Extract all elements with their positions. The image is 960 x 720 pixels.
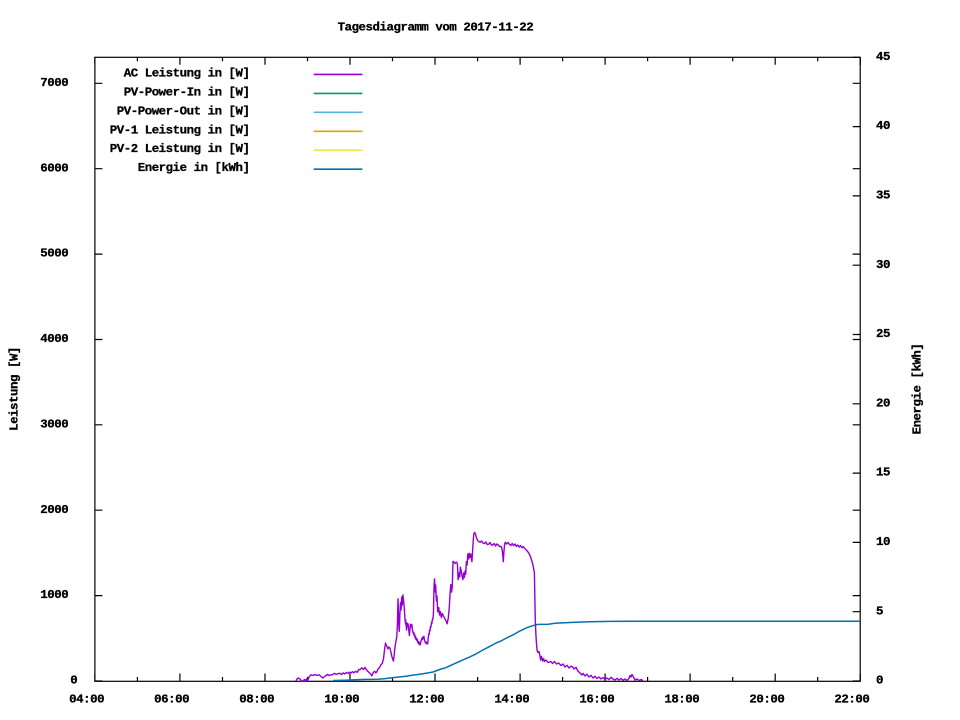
svg-text:45: 45	[876, 50, 890, 64]
svg-text:PV-1 Leistung in [W]: PV-1 Leistung in [W]	[110, 123, 250, 137]
svg-text:PV-Power-Out in [W]: PV-Power-Out in [W]	[117, 104, 250, 118]
svg-text:Tagesdiagramm vom 2017-11-22: Tagesdiagramm vom 2017-11-22	[338, 20, 534, 34]
svg-text:Leistung [W]: Leistung [W]	[8, 347, 22, 431]
svg-text:12:00: 12:00	[409, 692, 444, 706]
svg-text:Energie [kWh]: Energie [kWh]	[911, 344, 925, 435]
svg-text:0: 0	[70, 674, 77, 688]
svg-text:6000: 6000	[40, 161, 68, 175]
svg-text:14:00: 14:00	[494, 692, 529, 706]
svg-text:40: 40	[876, 119, 890, 133]
svg-text:04:00: 04:00	[69, 692, 104, 706]
svg-text:PV-Power-In in [W]: PV-Power-In in [W]	[124, 85, 250, 99]
svg-text:5000: 5000	[40, 247, 68, 261]
svg-text:10: 10	[876, 535, 890, 549]
svg-text:PV-2 Leistung in [W]: PV-2 Leistung in [W]	[110, 142, 250, 156]
svg-text:35: 35	[876, 189, 890, 203]
svg-text:7000: 7000	[40, 76, 68, 90]
svg-text:4000: 4000	[40, 332, 68, 346]
svg-text:30: 30	[876, 258, 890, 272]
svg-text:1000: 1000	[40, 588, 68, 602]
svg-text:5: 5	[876, 604, 883, 618]
svg-text:22:00: 22:00	[834, 692, 869, 706]
svg-text:20:00: 20:00	[749, 692, 784, 706]
svg-text:15: 15	[876, 466, 890, 480]
svg-text:Energie in [kWh]: Energie in [kWh]	[138, 161, 250, 175]
svg-text:2000: 2000	[40, 503, 68, 517]
svg-text:0: 0	[876, 674, 883, 688]
svg-text:06:00: 06:00	[154, 692, 189, 706]
svg-text:AC Leistung in [W]: AC Leistung in [W]	[124, 66, 250, 80]
svg-text:18:00: 18:00	[664, 692, 699, 706]
svg-text:08:00: 08:00	[239, 692, 274, 706]
svg-text:10:00: 10:00	[324, 692, 359, 706]
svg-text:3000: 3000	[40, 417, 68, 431]
svg-text:25: 25	[876, 327, 890, 341]
svg-text:16:00: 16:00	[579, 692, 614, 706]
svg-text:20: 20	[876, 396, 890, 410]
